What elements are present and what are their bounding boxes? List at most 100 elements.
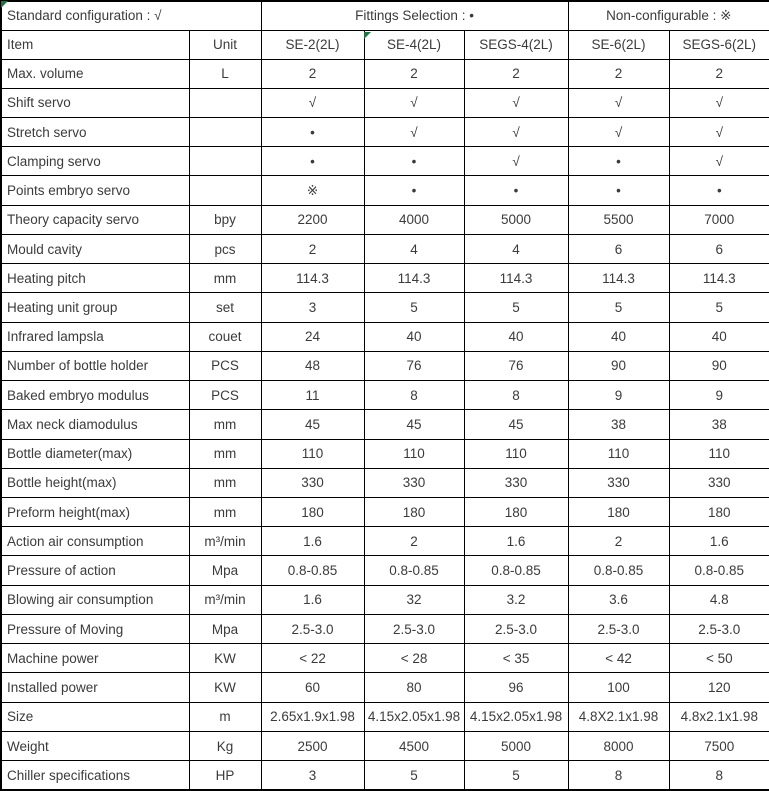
table-row: Mould cavity pcs 2 4 4 6 6	[0, 233, 769, 265]
unit-cell: PCS	[188, 380, 262, 411]
table-row: Clamping servo • • √ • √	[0, 146, 769, 177]
value-cell: 0.8-0.85	[668, 555, 769, 586]
table-row: Bottle diameter(max) mm 110 110 110 110 110	[0, 438, 769, 469]
value-cell: 7500	[668, 730, 769, 762]
table-row: Chiller specifications HP 3 5 5 8 8	[0, 760, 769, 791]
unit-cell: m	[188, 701, 262, 732]
unit-cell: bpy	[188, 204, 262, 235]
item-cell: Max. volume	[0, 58, 190, 89]
value-cell: 330	[463, 467, 569, 499]
value-cell: < 28	[363, 643, 465, 674]
value-cell: 2	[363, 526, 465, 557]
legend-fittings-selection: Fittings Selection : •	[260, 0, 569, 31]
column-header-row: Item Unit SE-2(2L) SE-4(2L) SEGS-4(2L) S…	[0, 29, 769, 60]
legend-non-configurable: Non-configurable : ※	[567, 0, 769, 31]
value-cell: 330	[363, 467, 465, 499]
value-cell: 5000	[463, 730, 569, 762]
value-cell: 114.3	[567, 263, 670, 294]
value-cell: 2.5-3.0	[463, 613, 569, 645]
table-row: Number of bottle holder PCS 48 76 76 90 90	[0, 350, 769, 382]
value-cell: 0.8-0.85	[567, 555, 670, 586]
unit-cell: mm	[188, 497, 262, 528]
value-cell: < 42	[567, 643, 670, 674]
table-row: Pressure of Moving Mpa 2.5-3.0 2.5-3.0 2.5-3…	[0, 613, 769, 645]
item-cell: Max neck diamodulus	[0, 409, 190, 440]
value-cell: √	[463, 146, 569, 177]
value-cell: 1.6	[463, 526, 569, 557]
value-cell: ※	[260, 175, 365, 206]
value-cell: √	[668, 87, 769, 118]
value-cell: 180	[260, 497, 365, 528]
value-cell: √	[668, 116, 769, 148]
value-cell: 2	[463, 58, 569, 89]
unit-cell	[188, 116, 262, 148]
value-cell: 9	[567, 380, 670, 411]
value-cell: √	[260, 87, 365, 118]
value-cell: •	[363, 175, 465, 206]
table-row: Blowing air consumption m³/min 1.6 32 3.2 3.6…	[0, 584, 769, 615]
table-row: Preform height(max) mm 180 180 180 180 180	[0, 497, 769, 528]
item-cell: Action air consumption	[0, 526, 190, 557]
value-cell: 32	[363, 584, 465, 615]
value-cell: 110	[363, 438, 465, 469]
column-header-unit: Unit	[188, 29, 262, 60]
value-cell: 0.8-0.85	[463, 555, 569, 586]
unit-cell	[188, 87, 262, 118]
table-row: Points embryo servo ※ • • • •	[0, 175, 769, 206]
value-cell: 4.15x2.05x1.98	[463, 701, 569, 732]
value-cell: 5	[463, 760, 569, 791]
value-cell: 180	[668, 497, 769, 528]
item-cell: Clamping servo	[0, 146, 190, 177]
unit-cell: set	[188, 292, 262, 323]
table-row: Machine power KW < 22 < 28 < 35 < 42 < 50	[0, 643, 769, 674]
value-cell: 2	[363, 58, 465, 89]
value-cell: 110	[567, 438, 670, 469]
value-cell: 110	[260, 438, 365, 469]
value-cell: 5	[463, 292, 569, 323]
table-row: Max. volume L 2 2 2 2 2	[0, 58, 769, 89]
table-row: Max neck diamodulus mm 45 45 45 38 38	[0, 409, 769, 440]
value-cell: 5	[668, 292, 769, 323]
table-row: Theory capacity servo bpy 2200 4000 5000 5500…	[0, 204, 769, 235]
value-cell: < 22	[260, 643, 365, 674]
value-cell: 8	[567, 760, 670, 791]
value-cell: 38	[668, 409, 769, 440]
column-header-item: Item	[0, 29, 190, 60]
table-row: Baked embryo modulus PCS 11 8 8 9 9	[0, 380, 769, 411]
value-cell: 1.6	[260, 584, 365, 615]
table-row: Bottle height(max) mm 330 330 330 330 330	[0, 467, 769, 499]
item-cell: Installed power	[0, 672, 190, 703]
table-row: Installed power KW 60 80 96 100 120	[0, 672, 769, 703]
value-cell: 96	[463, 672, 569, 703]
item-cell: Machine power	[0, 643, 190, 674]
value-cell: 38	[567, 409, 670, 440]
value-cell: 5500	[567, 204, 670, 235]
table-row: Pressure of action Mpa 0.8-0.85 0.8-0.85 0.8…	[0, 555, 769, 586]
value-cell: √	[567, 116, 670, 148]
value-cell: 110	[463, 438, 569, 469]
value-cell: 60	[260, 672, 365, 703]
item-cell: Weight	[0, 730, 190, 762]
value-cell: 24	[260, 321, 365, 352]
value-cell: √	[567, 87, 670, 118]
item-cell: Number of bottle holder	[0, 350, 190, 382]
column-header-segs-4: SEGS-4(2L)	[463, 29, 569, 60]
value-cell: 330	[567, 467, 670, 499]
item-cell: Shift servo	[0, 87, 190, 118]
value-cell: •	[668, 175, 769, 206]
value-cell: 0.8-0.85	[260, 555, 365, 586]
item-cell: Pressure of action	[0, 555, 190, 586]
value-cell: 90	[567, 350, 670, 382]
value-cell: 8	[463, 380, 569, 411]
value-cell: 114.3	[260, 263, 365, 294]
item-cell: Infrared lampsla	[0, 321, 190, 352]
unit-cell: Kg	[188, 730, 262, 762]
value-cell: 8000	[567, 730, 670, 762]
unit-cell: HP	[188, 760, 262, 791]
unit-cell: Mpa	[188, 555, 262, 586]
unit-cell: mm	[188, 438, 262, 469]
value-cell: 48	[260, 350, 365, 382]
unit-cell: KW	[188, 643, 262, 674]
value-cell: 4000	[363, 204, 465, 235]
